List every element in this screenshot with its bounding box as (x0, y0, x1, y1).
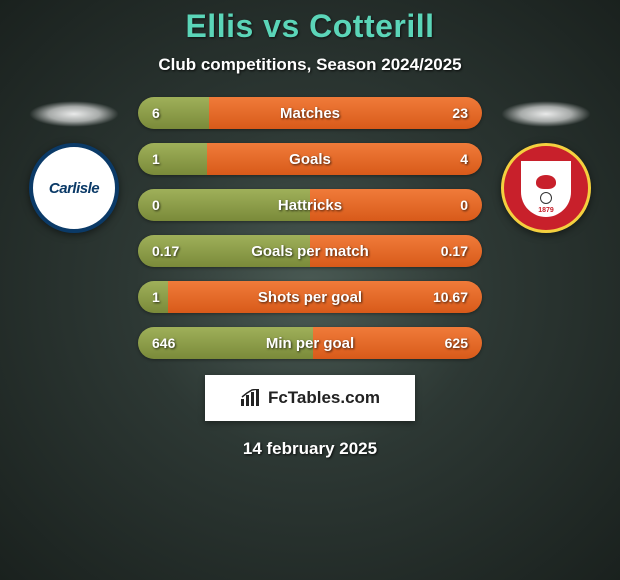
right-club-badge: 1879 (501, 143, 591, 233)
stat-bar: 110.67Shots per goal (138, 281, 482, 313)
stat-bar: 623Matches (138, 97, 482, 129)
comparison-title: Ellis vs Cotterill (185, 8, 434, 45)
stat-left-fill (138, 281, 168, 313)
right-club-year: 1879 (538, 207, 554, 214)
stat-left-fill (138, 189, 310, 221)
left-logo-shadow (29, 101, 119, 127)
stat-right-fill (310, 189, 482, 221)
brand-text: FcTables.com (268, 388, 380, 408)
stat-right-fill (313, 327, 482, 359)
stat-right-fill (207, 143, 482, 175)
stat-left-fill (138, 97, 209, 129)
stat-bars: 623Matches 14Goals 00Hattricks 0.170.17Goal… (138, 97, 482, 359)
comparison-subtitle: Club competitions, Season 2024/2025 (158, 55, 461, 75)
stat-bar: 646625Min per goal (138, 327, 482, 359)
ball-icon (540, 192, 552, 204)
right-logo-shadow (501, 101, 591, 127)
stat-bar: 00Hattricks (138, 189, 482, 221)
chart-icon (240, 389, 262, 407)
left-club-column: Carlisle (24, 97, 124, 233)
bird-icon (536, 175, 556, 189)
right-club-shield: 1879 (521, 159, 571, 217)
comparison-body: Carlisle 623Matches 14Goals 00Hattricks 0.1… (0, 97, 620, 359)
stat-right-fill (209, 97, 482, 129)
stat-right-fill (310, 235, 482, 267)
right-club-column: 1879 (496, 97, 596, 233)
stat-bar: 14Goals (138, 143, 482, 175)
left-club-badge-text: Carlisle (49, 180, 99, 197)
infographic-root: Ellis vs Cotterill Club competitions, Se… (0, 0, 620, 580)
stat-left-fill (138, 327, 313, 359)
stat-left-fill (138, 143, 207, 175)
stat-left-fill (138, 235, 310, 267)
brand-link[interactable]: FcTables.com (205, 375, 415, 421)
stat-right-fill (168, 281, 482, 313)
comparison-date: 14 february 2025 (243, 439, 377, 459)
left-club-badge: Carlisle (29, 143, 119, 233)
stat-bar: 0.170.17Goals per match (138, 235, 482, 267)
